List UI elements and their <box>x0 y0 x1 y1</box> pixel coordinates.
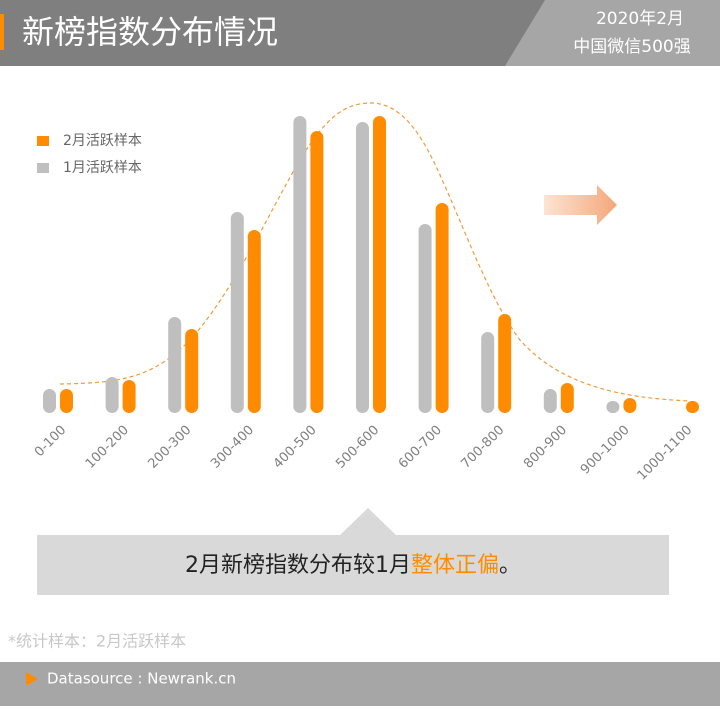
bar <box>606 401 620 413</box>
bar <box>293 116 307 413</box>
bar <box>43 389 56 413</box>
arrow-icon <box>544 185 617 225</box>
bar <box>122 380 136 413</box>
legend-label: 2月活跃样本 <box>63 133 142 149</box>
bar <box>168 317 182 413</box>
x-tick-label: 800-900 <box>521 423 570 472</box>
trend-curve <box>59 102 691 402</box>
callout-pointer <box>340 508 396 535</box>
x-tick-label: 0-100 <box>32 423 69 460</box>
bar <box>435 203 449 413</box>
bar <box>623 398 637 413</box>
header-accent <box>0 14 4 50</box>
legend-swatch <box>37 136 49 146</box>
x-tick-label: 500-600 <box>333 423 382 472</box>
x-tick-label: 1000-1100 <box>635 423 696 484</box>
header-corner <box>505 0 720 66</box>
bar <box>247 230 261 413</box>
callout-end: 。 <box>499 553 521 578</box>
x-tick-label: 400-500 <box>271 423 320 472</box>
bar <box>560 383 574 413</box>
x-tick-label: 100-200 <box>83 423 132 472</box>
bar <box>60 389 73 413</box>
callout-box <box>37 535 669 595</box>
legend-swatch <box>37 163 49 173</box>
source: Datasource : Newrank.cn <box>47 670 236 688</box>
bar <box>686 401 699 413</box>
bar <box>356 122 369 413</box>
chart-title: 新榜指数分布情况 <box>22 13 278 51</box>
bar <box>373 116 386 413</box>
x-tick-label: 600-700 <box>396 423 445 472</box>
bar <box>185 329 199 413</box>
bar <box>230 212 244 413</box>
callout-main: 2月新榜指数分布较1月 <box>185 553 411 578</box>
callout-text: 2月新榜指数分布较1月整体正偏。 <box>185 553 521 578</box>
corner-label: 中国微信500强 <box>573 37 690 57</box>
footer-bar <box>0 662 720 706</box>
footnote: *统计样本：2月活跃样本 <box>8 632 186 651</box>
corner-label: 2020年2月 <box>596 9 684 29</box>
callout-highlight: 整体正偏 <box>411 553 499 578</box>
bar <box>498 314 512 413</box>
bar <box>418 224 432 413</box>
x-tick-label: 700-800 <box>458 423 507 472</box>
x-tick-label: 300-400 <box>208 423 257 472</box>
bar <box>481 332 495 413</box>
bar <box>105 377 119 413</box>
x-tick-label: 200-300 <box>145 423 194 472</box>
legend-label: 1月活跃样本 <box>63 160 142 176</box>
x-tick-label: 900-1000 <box>578 423 633 478</box>
bar <box>543 389 557 413</box>
bar <box>310 131 324 413</box>
footer-icon <box>26 672 38 686</box>
